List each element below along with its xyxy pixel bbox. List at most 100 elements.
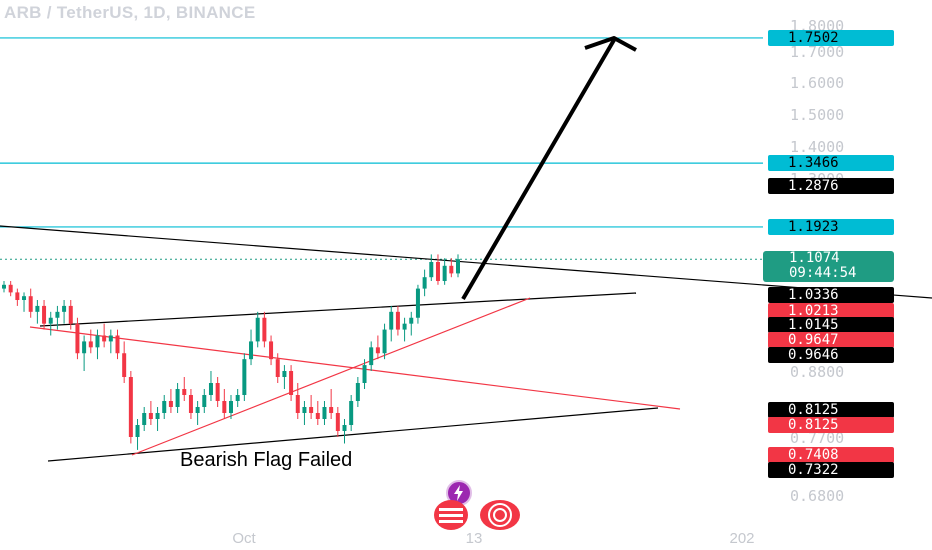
candle-body — [162, 401, 167, 413]
y-tick-label: 1.6000 — [790, 74, 844, 92]
us-flag-event-icon-2[interactable] — [480, 500, 520, 530]
candle-body — [148, 413, 153, 419]
flag-upper-line — [39, 292, 637, 327]
candle-body — [315, 413, 320, 419]
candle — [315, 401, 320, 425]
candle — [175, 383, 180, 413]
candle — [68, 300, 73, 330]
candle — [135, 419, 140, 450]
candle — [168, 389, 173, 413]
flag-lower-line — [47, 407, 659, 462]
candle-body — [402, 323, 407, 330]
us-flag-event-icon[interactable] — [434, 500, 468, 530]
candle — [255, 311, 260, 348]
candle-body — [235, 395, 240, 401]
candle-body — [309, 407, 314, 413]
candle — [88, 329, 93, 354]
candle — [249, 329, 254, 366]
price-badge: 1.0336 — [768, 287, 894, 303]
price-badge: 1.0213 — [768, 303, 894, 319]
candle-body — [168, 401, 173, 407]
candle-body — [342, 425, 347, 431]
candle-body — [28, 296, 33, 312]
candle — [329, 389, 334, 419]
candle-body — [382, 329, 387, 354]
candle — [422, 269, 427, 297]
candle-body — [362, 365, 367, 383]
price-badge: 1.2876 — [768, 178, 894, 194]
candle-body — [282, 371, 287, 377]
candle — [395, 305, 400, 336]
price-badge: 1.0145 — [768, 317, 894, 333]
candle-body — [229, 401, 233, 413]
candle-body — [435, 262, 440, 281]
descending-resistance-line — [0, 225, 932, 299]
candle — [415, 284, 420, 324]
candle-body — [295, 395, 300, 413]
candle-body — [128, 377, 133, 437]
candle-body — [275, 359, 280, 377]
candle — [15, 288, 20, 306]
y-tick-label: 1.7000 — [790, 43, 844, 61]
candle — [22, 292, 27, 312]
price-badge: 0.7408 — [768, 447, 894, 463]
candle — [222, 389, 227, 419]
candle — [42, 300, 47, 330]
price-badge: 0.9647 — [768, 332, 894, 348]
annotation-bearish-flag: Bearish Flag Failed — [180, 449, 352, 471]
candle-body — [55, 311, 60, 318]
candle-body — [115, 335, 120, 354]
candlestick-series — [2, 254, 460, 450]
horizontal-levels — [0, 37, 763, 260]
candle-body — [142, 413, 147, 425]
candle-body — [456, 259, 460, 274]
candle-body — [15, 292, 20, 300]
candle — [362, 359, 367, 389]
candle-body — [108, 335, 113, 342]
candle — [82, 335, 87, 371]
level-badge: 1.3466 — [768, 155, 894, 172]
candle-body — [35, 305, 40, 312]
candle — [302, 401, 307, 425]
candle-body — [349, 401, 354, 425]
candle-body — [422, 277, 427, 289]
candle — [295, 383, 300, 419]
x-tick-label: 13 — [466, 530, 483, 547]
candle-body — [175, 389, 180, 407]
candle — [128, 371, 133, 444]
candle-body — [335, 413, 340, 431]
candle — [115, 329, 120, 360]
candle — [162, 395, 167, 419]
candle — [409, 311, 414, 336]
candle-body — [289, 371, 294, 395]
candle — [208, 371, 213, 401]
candle-body — [389, 311, 394, 330]
candle — [349, 395, 354, 431]
candle-body — [2, 284, 6, 289]
candle — [62, 300, 67, 324]
candle — [402, 317, 407, 342]
current-price-badge: 1.1074 09:44:54 — [763, 251, 894, 283]
candle-body — [255, 317, 260, 342]
y-tick-label: 0.8800 — [790, 363, 844, 381]
candle-body — [68, 305, 73, 324]
level-badge: 1.7502 — [768, 29, 894, 46]
candle — [75, 317, 80, 360]
price-badge: 0.9646 — [768, 347, 894, 363]
candle-body — [82, 341, 87, 354]
candle — [55, 305, 60, 330]
candle-body — [269, 341, 274, 360]
candle — [229, 395, 233, 419]
price-badge: 0.8125 — [768, 417, 894, 433]
candle — [108, 329, 113, 354]
candle — [182, 377, 187, 401]
level-badge: 1.1923 — [768, 218, 894, 235]
candle — [8, 281, 13, 297]
candle-body — [88, 341, 93, 348]
candle — [335, 407, 340, 437]
candle-body — [302, 407, 307, 413]
candle — [389, 305, 394, 342]
candle-body — [369, 347, 374, 366]
candle-body — [208, 383, 213, 395]
